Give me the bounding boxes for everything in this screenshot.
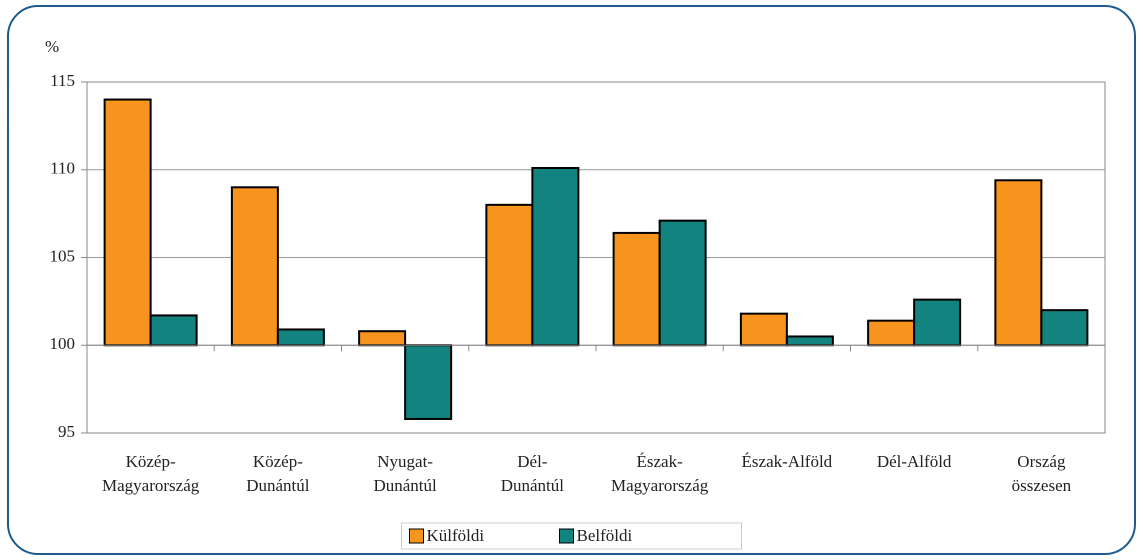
legend-label: Külföldi xyxy=(427,526,485,545)
x-tick-label: Dél- Dunántúl xyxy=(500,452,565,495)
y-tick-label: 100 xyxy=(50,334,76,353)
x-tick-label: Dél-Alföld xyxy=(876,452,952,471)
bar xyxy=(358,330,407,347)
bar xyxy=(531,166,580,347)
y-tick-label: 110 xyxy=(50,159,75,178)
bar xyxy=(785,335,834,347)
bar xyxy=(404,344,453,420)
bar xyxy=(612,231,661,347)
bar xyxy=(276,328,325,347)
y-axis-unit: % xyxy=(45,37,59,56)
x-tick-label: Észak- Magyarország xyxy=(611,452,709,495)
x-tick-label: Nyugat- Dunántúl xyxy=(373,452,437,495)
legend-label: Belföldi xyxy=(577,526,633,545)
x-tick-label: Közép- Magyarország xyxy=(102,452,200,495)
legend-swatch xyxy=(409,528,424,544)
bar xyxy=(867,319,916,347)
bar xyxy=(994,179,1043,347)
x-tick-label: Észak-Alföld xyxy=(741,452,833,471)
x-tick-label: Ország összesen xyxy=(1011,452,1072,495)
y-tick-label: 105 xyxy=(50,246,76,265)
bar xyxy=(485,203,534,347)
y-tick-label: 115 xyxy=(50,71,75,90)
y-tick-label: 95 xyxy=(58,422,75,441)
legend-swatch xyxy=(559,528,574,544)
bar xyxy=(1040,309,1089,347)
bar xyxy=(658,219,707,347)
bar xyxy=(149,314,198,347)
bar xyxy=(739,312,788,347)
x-tick-label: Közép- Dunántúl xyxy=(246,452,310,495)
bar xyxy=(230,186,279,347)
bar xyxy=(913,298,962,347)
bar xyxy=(103,98,152,347)
